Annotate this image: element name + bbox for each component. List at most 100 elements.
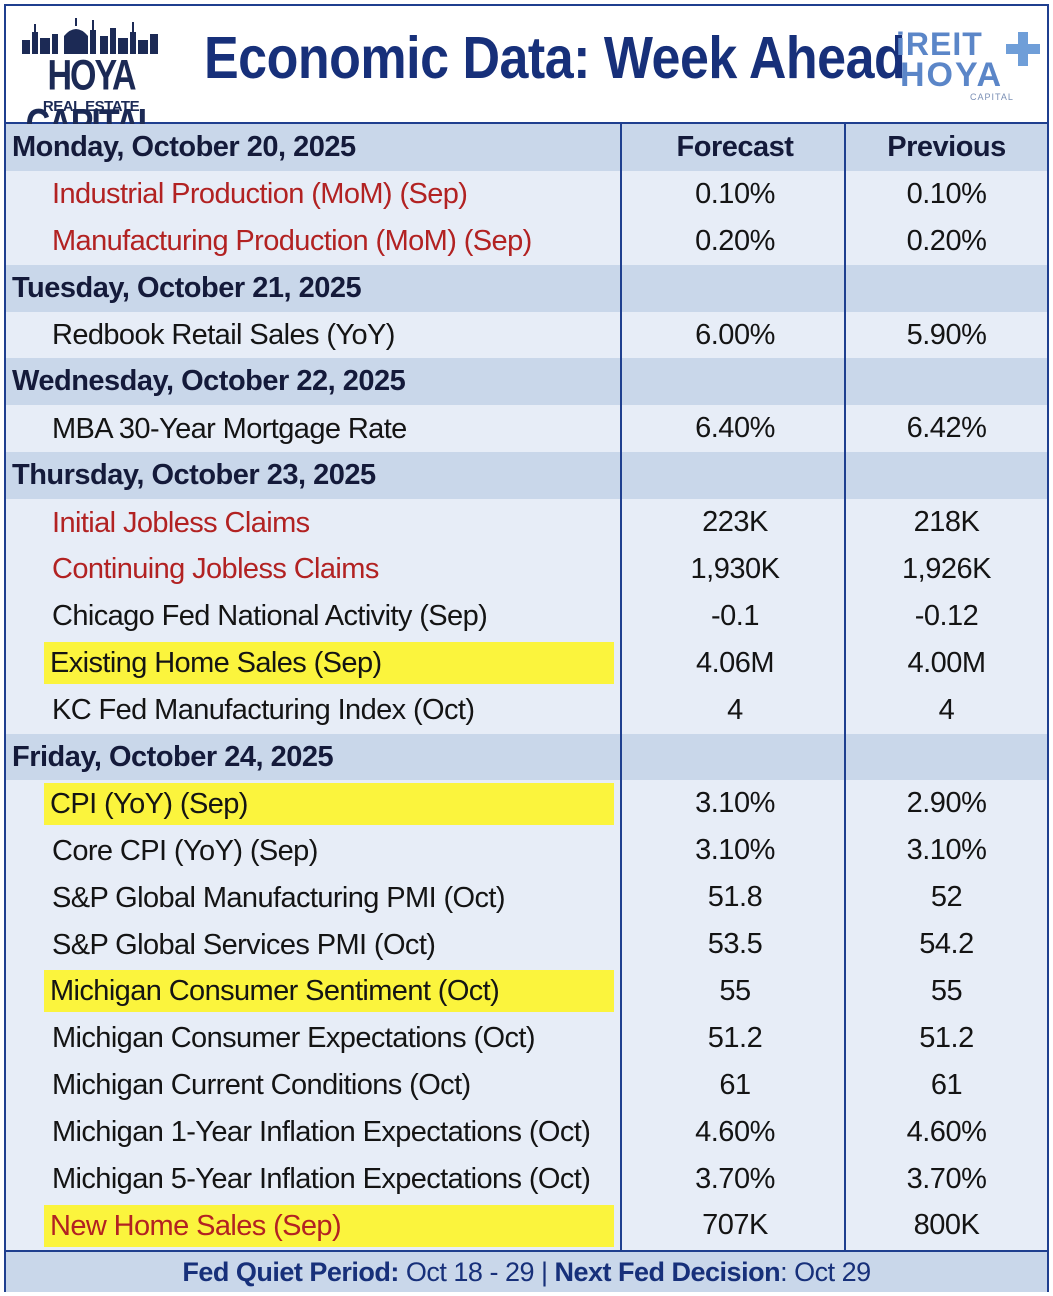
forecast-value: 1,930K <box>690 552 780 585</box>
day-header-row: Friday, October 24, 2025 <box>6 733 1047 781</box>
forecast-value: 6.40% <box>695 412 775 445</box>
indicator-name: Redbook Retail Sales (YoY) <box>52 319 395 351</box>
indicator-cell: KC Fed Manufacturing Index (Oct) <box>6 687 620 734</box>
indicator-cell: S&P Global Services PMI (Oct) <box>6 921 620 968</box>
table-row: Core CPI (YoY) (Sep) 3.10% 3.10% <box>6 827 1047 875</box>
previous-value: 4 <box>938 693 955 726</box>
indicator-cell: Continuing Jobless Claims <box>6 546 620 593</box>
forecast-value: 6.00% <box>695 318 775 351</box>
fed-quiet-label: Fed Quiet Period: <box>182 1256 399 1287</box>
previous-value: 2.90% <box>906 787 987 820</box>
previous-value: 800K <box>913 1209 980 1242</box>
indicator-name: Core CPI (YoY) (Sep) <box>52 834 318 867</box>
table-row: Initial Jobless Claims 223K 218K <box>6 499 1047 547</box>
table-row: New Home Sales (Sep) 707K 800K <box>6 1202 1047 1250</box>
forecast-value: 61 <box>719 1068 751 1101</box>
table-row: MBA 30-Year Mortgage Rate 6.40% 6.42% <box>6 405 1047 453</box>
forecast-value: 0.20% <box>695 224 775 257</box>
table-row: CPI (YoY) (Sep) 3.10% 2.90% <box>6 780 1047 828</box>
indicator-cell: MBA 30-Year Mortgage Rate <box>6 405 620 452</box>
page-title: Economic Data: Week Ahead <box>204 25 906 92</box>
indicator-name: Chicago Fed National Activity (Sep) <box>52 600 488 633</box>
indicator-cell: Michigan Consumer Sentiment (Oct) <box>6 968 620 1015</box>
indicator-name: Industrial Production (MoM) (Sep) <box>52 178 468 211</box>
table-row: Michigan 1-Year Inflation Expectations (… <box>6 1108 1047 1156</box>
indicator-cell: Redbook Retail Sales (YoY) <box>6 312 620 359</box>
table-row: Manufacturing Production (MoM) (Sep) 0.20… <box>6 217 1047 265</box>
forecast-value: -0.1 <box>711 599 759 632</box>
indicator-cell: Michigan Consumer Expectations (Oct) <box>6 1015 620 1062</box>
forecast-value: 707K <box>702 1209 768 1242</box>
city-skyline-icon <box>22 18 158 54</box>
indicator-cell: Michigan 1-Year Inflation Expectations (… <box>6 1109 620 1156</box>
previous-value: 52 <box>930 881 963 914</box>
indicator-name: Initial Jobless Claims <box>52 506 310 539</box>
table-row: Continuing Jobless Claims 1,930K 1,926K <box>6 546 1047 593</box>
forecast-value: 3.70% <box>695 1162 775 1195</box>
table-row: Michigan Consumer Expectations (Oct) 51.2… <box>6 1014 1047 1062</box>
day-label: Tuesday, October 21, 2025 <box>12 271 362 304</box>
indicator-cell: Manufacturing Production (MoM) (Sep) <box>6 218 620 265</box>
indicator-name: S&P Global Services PMI (Oct) <box>52 928 436 961</box>
indicator-cell: Michigan 5-Year Inflation Expectations (… <box>6 1156 620 1203</box>
previous-value: 0.20% <box>906 224 987 257</box>
table-row: Michigan Consumer Sentiment (Oct) 55 55 <box>6 968 1047 1015</box>
capital-wordmark: CAPITAL <box>970 92 1014 102</box>
table-row: Industrial Production (MoM) (Sep) 0.10% 0.… <box>6 170 1047 218</box>
indicator-name: Continuing Jobless Claims <box>52 553 379 586</box>
column-divider <box>844 124 846 1250</box>
previous-value: 0.10% <box>906 177 987 210</box>
indicator-cell: Initial Jobless Claims <box>6 499 620 546</box>
indicator-name: MBA 30-Year Mortgage Rate <box>52 412 407 445</box>
indicator-cell: New Home Sales (Sep) <box>6 1202 620 1249</box>
previous-value: 218K <box>913 506 980 539</box>
indicator-cell: CPI (YoY) (Sep) <box>6 780 620 827</box>
day-label: Thursday, October 23, 2025 <box>12 459 376 492</box>
previous-value: 55 <box>930 974 963 1007</box>
previous-value: 4.00M <box>907 646 986 679</box>
logo-subtitle: REAL ESTATE <box>42 98 140 115</box>
day-header-row: Wednesday, October 22, 2025 <box>6 358 1047 406</box>
indicator-cell: Core CPI (YoY) (Sep) <box>6 827 620 874</box>
ireit-hoya-logo: iREIT HOYA CAPITAL <box>896 26 1046 106</box>
indicator-name: CPI (YoY) (Sep) <box>44 782 614 825</box>
indicator-name: Manufacturing Production (MoM) (Sep) <box>52 225 532 258</box>
table-row: Michigan Current Conditions (Oct) 61 61 <box>6 1061 1047 1109</box>
indicator-cell: Existing Home Sales (Sep) <box>6 640 620 687</box>
previous-value: 61 <box>930 1068 963 1101</box>
forecast-value: 4.60% <box>695 1115 775 1148</box>
forecast-value: 53.5 <box>707 928 763 961</box>
table-row: Michigan 5-Year Inflation Expectations (… <box>6 1155 1047 1203</box>
fed-quiet-value: Oct 18 - 29 | <box>398 1256 555 1287</box>
forecast-value: 3.10% <box>695 787 775 820</box>
plus-icon <box>1006 32 1040 66</box>
forecast-value: 55 <box>719 974 751 1007</box>
forecast-value: 223K <box>702 506 768 539</box>
previous-value: 54.2 <box>919 928 974 961</box>
economic-calendar-table: Monday, October 20, 2025 Forecast Previous… <box>6 124 1047 1250</box>
indicator-name: Michigan Consumer Sentiment (Oct) <box>44 970 614 1013</box>
indicator-cell: Michigan Current Conditions (Oct) <box>6 1062 620 1109</box>
indicator-name: New Home Sales (Sep) <box>44 1204 614 1247</box>
next-fed-decision-label: Next Fed Decision <box>554 1256 781 1287</box>
previous-value: 3.70% <box>906 1162 987 1195</box>
footer: Fed Quiet Period: Oct 18 - 29 | Next Fed… <box>6 1250 1047 1292</box>
indicator-cell: S&P Global Manufacturing PMI (Oct) <box>6 874 620 921</box>
previous-value: 3.10% <box>906 834 987 867</box>
forecast-value: 4 <box>727 693 743 726</box>
table-row: S&P Global Manufacturing PMI (Oct) 51.8 52 <box>6 874 1047 922</box>
day-label: Monday, October 20, 2025 <box>12 130 356 163</box>
header: HOYA CAPITAL REAL ESTATE Economic Data: … <box>6 6 1047 148</box>
column-divider <box>620 124 622 1250</box>
forecast-value: 4.06M <box>695 646 775 679</box>
forecast-value: 0.10% <box>695 177 775 210</box>
day-label: Friday, October 24, 2025 <box>12 740 334 773</box>
table-row: S&P Global Services PMI (Oct) 53.5 54.2 <box>6 921 1047 969</box>
day-header-row: Tuesday, October 21, 2025 <box>6 264 1047 312</box>
indicator-name: Existing Home Sales (Sep) <box>44 642 614 685</box>
indicator-name: Michigan 5-Year Inflation Expectations (… <box>52 1163 591 1196</box>
hoya-capital-logo: HOYA CAPITAL REAL ESTATE <box>16 14 166 148</box>
table-row: Chicago Fed National Activity (Sep) -0.1 -… <box>6 592 1047 640</box>
day-label: Wednesday, October 22, 2025 <box>12 365 406 398</box>
table-row: KC Fed Manufacturing Index (Oct) 4 4 <box>6 686 1047 734</box>
